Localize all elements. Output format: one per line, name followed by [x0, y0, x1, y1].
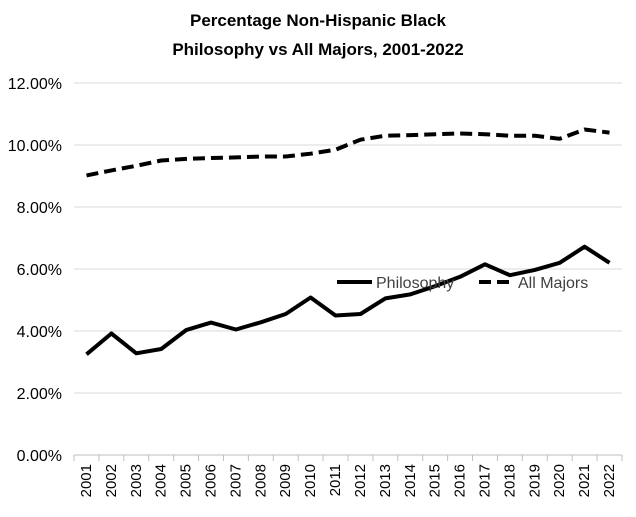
y-tick-label: 10.00%	[8, 138, 62, 155]
x-tick-label: 2015	[427, 464, 444, 497]
x-tick-label: 2020	[551, 464, 568, 497]
x-tick-label: 2011	[327, 464, 344, 496]
x-tick-label: 2016	[452, 464, 469, 497]
y-tick-label: 2.00%	[17, 386, 62, 403]
x-tick-label: 2001	[78, 464, 95, 497]
series-line-philosophy	[85, 244, 611, 356]
x-tick-label: 2019	[526, 464, 543, 497]
x-tick-label: 2003	[128, 464, 145, 497]
legend: Philosophy All Majors	[337, 275, 588, 292]
y-axis-tick-labels: 0.00% 2.00% 4.00% 6.00% 8.00% 10.00% 12.00%	[8, 76, 62, 465]
x-tick-label: 2017	[477, 464, 494, 497]
x-tick-label: 2010	[302, 464, 319, 497]
gridlines	[74, 82, 622, 394]
series-lines	[85, 127, 611, 356]
x-tick-label: 2013	[377, 464, 394, 497]
chart-subtitle: Philosophy vs All Majors, 2001-2022	[172, 40, 463, 59]
x-tick-label: 2008	[252, 464, 269, 497]
x-tick-label: 2002	[103, 464, 120, 497]
chart-title: Percentage Non-Hispanic Black	[190, 11, 447, 30]
x-tick-label: 2014	[402, 464, 419, 497]
x-tick-label: 2009	[277, 464, 294, 497]
y-tick-label: 0.00%	[17, 448, 62, 465]
series-line-all-majors	[86, 127, 610, 178]
y-tick-label: 4.00%	[17, 324, 62, 341]
x-axis: 2001 2002 2003 2004 2005 2006 2007 2008 2009 2010…	[73, 454, 623, 497]
x-tick-label: 2022	[601, 464, 618, 497]
y-tick-label: 8.00%	[17, 200, 62, 217]
legend-label-philosophy: Philosophy	[376, 275, 454, 292]
x-tick-label: 2018	[501, 464, 518, 497]
x-tick-label: 2004	[153, 464, 170, 497]
x-tick-label: 2005	[178, 464, 195, 497]
x-tick-label: 2012	[352, 464, 369, 497]
x-tick-label: 2007	[227, 464, 244, 497]
x-tick-label: 2021	[576, 464, 593, 497]
y-tick-label: 12.00%	[8, 76, 62, 93]
x-tick-label: 2006	[203, 464, 220, 497]
legend-label-all-majors: All Majors	[518, 275, 588, 292]
y-tick-label: 6.00%	[17, 262, 62, 279]
